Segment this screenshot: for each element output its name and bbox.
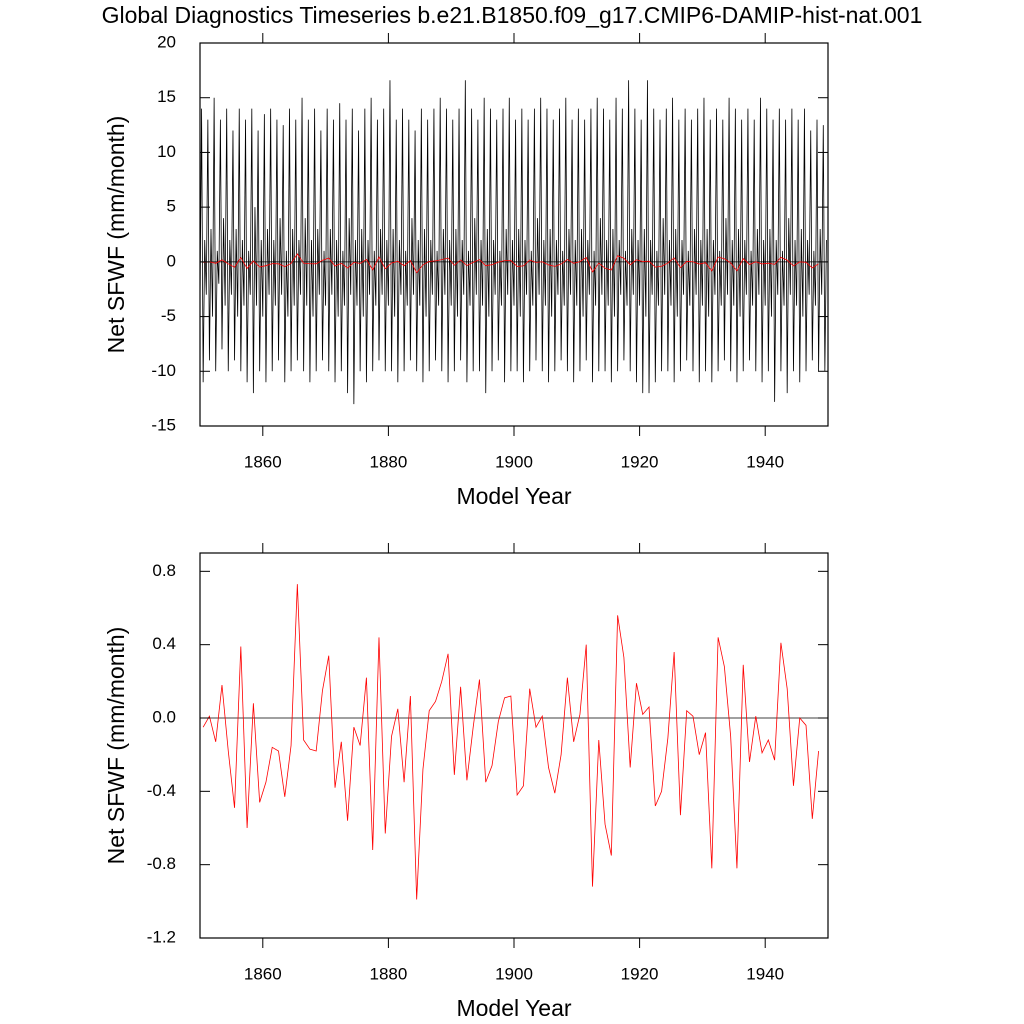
- y-tick-label: 5: [167, 197, 176, 216]
- x-axis-title: Model Year: [456, 995, 571, 1021]
- x-tick-label: 1880: [369, 452, 407, 471]
- y-tick-label: 20: [157, 32, 176, 51]
- y-axis-title: Net SFWF (mm/month): [103, 116, 129, 354]
- plot-frame: [199, 42, 829, 427]
- x-axis-title: Model Year: [456, 483, 571, 509]
- y-tick-label: -0.8: [147, 854, 176, 873]
- x-tick-label: 1860: [244, 452, 282, 471]
- x-tick-label: 1920: [621, 964, 659, 983]
- x-tick-label: 1900: [495, 964, 533, 983]
- chart-title: Global Diagnostics Timeseries b.e21.B185…: [102, 2, 923, 28]
- y-tick-label: 0.8: [152, 561, 176, 580]
- x-tick-label: 1940: [746, 452, 784, 471]
- y-tick-label: 0.0: [152, 707, 176, 726]
- y-tick-label: 0: [167, 251, 176, 270]
- y-tick-label: -15: [151, 415, 176, 434]
- x-tick-label: 1900: [495, 452, 533, 471]
- x-tick-label: 1880: [369, 964, 407, 983]
- y-tick-label: -0.4: [147, 781, 176, 800]
- y-tick-label: -5: [161, 306, 176, 325]
- x-tick-label: 1860: [244, 964, 282, 983]
- y-tick-label: 10: [157, 142, 176, 161]
- y-axis-title: Net SFWF (mm/month): [103, 627, 129, 865]
- y-tick-label: 15: [157, 87, 176, 106]
- x-tick-label: 1920: [621, 452, 659, 471]
- data-line: [202, 584, 819, 900]
- y-tick-label: 0.4: [152, 634, 176, 653]
- y-tick-label: -10: [151, 361, 176, 380]
- y-tick-label: -1.2: [147, 927, 176, 946]
- x-tick-label: 1940: [746, 964, 784, 983]
- data-line: [203, 253, 819, 274]
- data-line: [199, 80, 827, 405]
